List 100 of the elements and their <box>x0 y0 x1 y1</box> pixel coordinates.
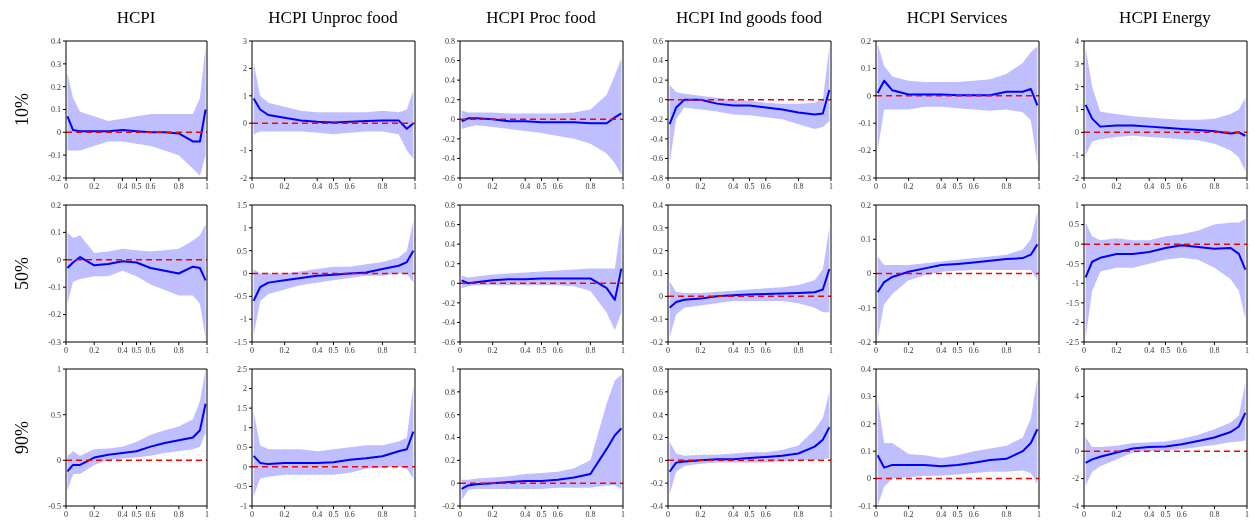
y-tick-label: 0.2 <box>861 419 871 429</box>
x-tick-label: 0.6 <box>552 509 563 519</box>
x-tick-label: 0.2 <box>1111 345 1122 355</box>
y-tick-label: 0.8 <box>653 364 663 374</box>
x-tick-label: 0.2 <box>487 509 498 519</box>
line-series <box>1084 411 1247 464</box>
y-tick-label: -0.2 <box>858 337 871 347</box>
x-tick-label: 0 <box>874 509 878 519</box>
y-tick-label: -1.5 <box>234 337 247 347</box>
y-tick-label: -0.2 <box>650 479 663 489</box>
y-tick-label: 0.1 <box>861 64 871 74</box>
y-tick-label: 1 <box>243 223 247 233</box>
x-tick-label: 0.6 <box>344 509 355 519</box>
y-tick-label: 0.6 <box>653 36 663 46</box>
x-tick-label: 1 <box>621 345 625 355</box>
x-tick-label: 0.8 <box>793 181 804 191</box>
x-tick-label: 0.6 <box>968 181 979 191</box>
x-tick-label: 0 <box>64 181 68 191</box>
y-tick-label: 0.3 <box>653 223 663 233</box>
x-tick-label: 0.6 <box>552 181 563 191</box>
y-tick-label: 1 <box>243 423 247 433</box>
x-tick-label: 0.4 <box>728 345 739 355</box>
y-tick-label: 0 <box>867 269 871 279</box>
x-tick-label: 0.4 <box>117 181 128 191</box>
x-tick-label: 0.5 <box>952 181 963 191</box>
x-tick-label: 0.4 <box>312 181 323 191</box>
y-tick-label: -0.6 <box>442 173 455 183</box>
x-tick-label: 0.8 <box>1001 345 1012 355</box>
y-tick-label: 0.5 <box>237 246 247 256</box>
y-tick-label: 0 <box>243 462 247 472</box>
x-tick-label: 0.5 <box>1160 509 1171 519</box>
x-tick-label: 1 <box>829 345 833 355</box>
y-tick-label: -2 <box>240 173 247 183</box>
x-tick-label: 0.5 <box>744 345 755 355</box>
x-tick-label: 1 <box>205 509 209 519</box>
x-tick-label: 1 <box>1245 345 1249 355</box>
chart-title: HCPI <box>116 8 156 27</box>
x-tick-label: 0 <box>458 181 462 191</box>
line-series <box>668 267 831 309</box>
line-series <box>668 426 831 473</box>
x-tick-label: 0.6 <box>145 345 156 355</box>
x-tick-label: 1 <box>413 345 417 355</box>
y-tick-label: -0.2 <box>650 337 663 347</box>
x-tick-label: 1 <box>1037 509 1041 519</box>
x-tick-label: 0.4 <box>1144 345 1155 355</box>
x-tick-label: 0.4 <box>520 509 531 519</box>
y-tick-label: 0.1 <box>51 228 61 238</box>
x-tick-label: 0.5 <box>131 181 142 191</box>
y-tick-label: 1 <box>451 364 455 374</box>
x-tick-label: 0.6 <box>968 509 979 519</box>
x-tick-label: 0.8 <box>173 345 184 355</box>
x-tick-label: 0.8 <box>793 345 804 355</box>
x-tick-label: 0.2 <box>695 509 706 519</box>
y-tick-label: -0.4 <box>442 154 455 164</box>
x-tick-label: 0.4 <box>117 345 128 355</box>
x-tick-label: 0.6 <box>760 345 771 355</box>
x-tick-label: 1 <box>205 181 209 191</box>
y-tick-label: -1 <box>1072 151 1079 161</box>
x-tick-label: 0.6 <box>552 345 563 355</box>
y-tick-label: 0.3 <box>861 392 871 402</box>
x-tick-label: 1 <box>1037 181 1041 191</box>
x-tick-label: 1 <box>205 345 209 355</box>
line-series <box>252 97 415 130</box>
y-tick-label: -0.1 <box>48 283 61 293</box>
x-tick-label: 0.6 <box>344 345 355 355</box>
line-series <box>460 267 623 301</box>
y-tick-label: -0.2 <box>858 146 871 156</box>
x-tick-label: 1 <box>829 509 833 519</box>
x-tick-label: 0.8 <box>585 509 596 519</box>
x-tick-label: 0.4 <box>520 345 531 355</box>
y-tick-label: 4 <box>1075 392 1079 402</box>
y-tick-label: -1 <box>240 146 247 156</box>
x-tick-label: 0.6 <box>1176 345 1187 355</box>
y-tick-label: -0.4 <box>650 501 663 511</box>
x-tick-label: 1 <box>1037 345 1041 355</box>
y-tick-label: -0.2 <box>48 310 61 320</box>
y-tick-label: 0.4 <box>861 364 871 374</box>
y-tick-label: 0.6 <box>653 387 663 397</box>
x-tick-label: 0.8 <box>1209 181 1220 191</box>
x-tick-label: 0 <box>250 345 254 355</box>
y-tick-label: 0 <box>659 292 663 302</box>
x-tick-label: 0 <box>666 345 670 355</box>
y-tick-label: 0 <box>243 269 247 279</box>
y-tick-label: -0.1 <box>858 303 871 313</box>
y-tick-label: 0 <box>1075 447 1079 457</box>
y-tick-label: -0.2 <box>442 501 455 511</box>
y-tick-label: 0 <box>243 119 247 129</box>
y-tick-label: 0.6 <box>445 220 455 230</box>
y-tick-label: 0 <box>659 456 663 466</box>
y-tick-label: -0.2 <box>650 115 663 125</box>
y-axis-title: 50% <box>12 257 33 290</box>
x-tick-label: 0.4 <box>728 181 739 191</box>
x-tick-label: 0 <box>1082 345 1086 355</box>
y-tick-label: 0.2 <box>445 456 455 466</box>
y-tick-label: -1 <box>240 315 247 325</box>
y-axis-title: 90% <box>12 421 33 454</box>
x-tick-label: 0.5 <box>536 345 547 355</box>
y-tick-label: 0.4 <box>653 56 663 66</box>
y-tick-label: 1.5 <box>237 200 247 210</box>
x-tick-label: 0.2 <box>903 181 914 191</box>
